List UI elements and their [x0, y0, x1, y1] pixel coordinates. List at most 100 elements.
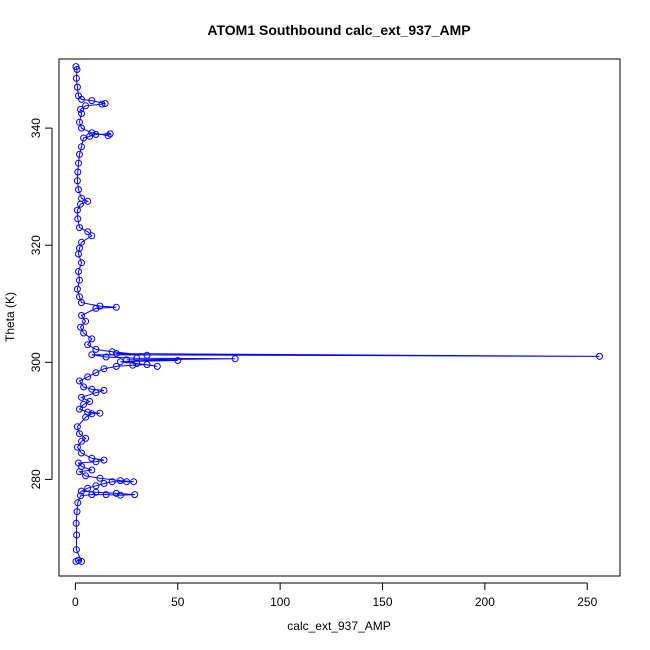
data-point-98: [73, 177, 81, 185]
data-point-47: [100, 386, 108, 394]
data-point-41: [84, 408, 92, 416]
data-point-84: [75, 268, 82, 275]
x-tick-label-1: 50: [171, 595, 185, 609]
data-point-91: [76, 224, 83, 232]
data-point-31: [88, 454, 96, 462]
x-tick-label-5: 250: [577, 595, 597, 609]
data-point-106: [106, 130, 114, 138]
data-point-60: [174, 357, 182, 364]
y-tick-label-1: 300: [29, 352, 43, 372]
data-point-50: [76, 377, 83, 385]
data-point-22: [116, 477, 124, 485]
data-point-10: [102, 491, 110, 499]
data-point-104: [86, 132, 94, 140]
data-point-51: [84, 373, 92, 381]
data-point-78: [112, 303, 120, 311]
data-point-113: [82, 102, 90, 110]
y-axis: 280 300 320 340: [29, 118, 53, 489]
data-point-70: [92, 345, 100, 353]
data-point-100: [75, 159, 82, 167]
data-point-115: [101, 100, 109, 107]
data-point-26: [88, 466, 96, 474]
data-point-71: [84, 341, 92, 349]
data-point-66: [596, 352, 603, 360]
data-point-119: [73, 83, 81, 91]
data-point-81: [76, 293, 83, 301]
data-point-88: [78, 238, 85, 246]
data-point-90: [84, 228, 92, 236]
data-point-37: [73, 423, 81, 431]
data-point-63: [133, 354, 141, 362]
data-point-32: [78, 449, 85, 457]
data-point-42: [76, 405, 83, 413]
data-point-43: [80, 400, 88, 408]
data-point-62: [231, 355, 239, 363]
data-point-92: [74, 215, 82, 223]
data-point-109: [78, 124, 85, 132]
data-point-40: [96, 409, 104, 417]
data-point-44: [86, 398, 94, 405]
chart-title: ATOM1 Southbound calc_ext_937_AMP: [207, 22, 470, 38]
x-tick-label-2: 100: [270, 595, 290, 609]
data-point-114: [98, 100, 106, 108]
data-point-101: [76, 150, 83, 158]
data-point-116: [88, 97, 96, 105]
data-point-55: [129, 361, 137, 369]
data-point-46: [92, 389, 100, 397]
data-point-9: [88, 491, 96, 499]
data-point-76: [78, 312, 85, 319]
data-point-29: [92, 458, 100, 466]
data-point-15: [78, 487, 85, 495]
data-point-7: [74, 499, 82, 507]
data-point-17: [92, 482, 100, 490]
data-point-118: [75, 92, 82, 100]
data-point-12: [131, 491, 139, 499]
x-axis: 0 50 100 150 200 250: [72, 582, 598, 609]
x-axis-label: calc_ext_937_AMP: [287, 619, 390, 633]
x-tick-label-3: 150: [372, 595, 392, 609]
data-point-74: [77, 323, 84, 331]
data-point-85: [78, 259, 85, 267]
data-point-97: [75, 186, 82, 194]
data-point-33: [73, 443, 81, 451]
data-point-75: [82, 317, 90, 325]
data-point-77: [92, 304, 100, 312]
data-point-120: [72, 74, 80, 82]
data-point-8: [77, 492, 84, 500]
y-tick-label-3: 340: [29, 118, 43, 138]
data-point-68: [143, 351, 151, 359]
data-point-79: [96, 302, 104, 310]
x-tick-label-0: 0: [72, 595, 79, 609]
data-point-56: [143, 361, 151, 369]
data-point-82: [73, 285, 81, 293]
series-line-0: [75, 66, 600, 563]
y-tick-label-0: 280: [29, 469, 43, 489]
data-point-107: [104, 132, 112, 140]
data-point-59: [116, 358, 124, 366]
data-point-39: [88, 410, 96, 418]
data-point-112: [77, 105, 84, 113]
series-layer: [72, 63, 603, 565]
data-point-52: [92, 369, 100, 377]
data-point-2: [78, 557, 85, 565]
data-point-30: [100, 456, 108, 464]
data-point-64: [102, 353, 110, 361]
data-point-99: [74, 168, 82, 176]
data-point-28: [75, 459, 82, 467]
data-point-54: [112, 362, 120, 370]
data-point-23: [96, 474, 104, 482]
data-point-11: [116, 491, 124, 499]
data-point-6: [73, 508, 81, 516]
data-point-49: [80, 383, 88, 391]
data-point-45: [78, 393, 85, 401]
data-point-110: [76, 118, 83, 126]
data-point-122: [72, 63, 80, 71]
data-point-103: [80, 134, 88, 142]
data-point-4: [73, 531, 81, 539]
data-point-95: [84, 197, 92, 205]
data-point-53: [100, 365, 108, 373]
y-tick-label-2: 320: [29, 235, 43, 255]
data-point-96: [78, 194, 85, 202]
data-point-69: [108, 348, 116, 356]
